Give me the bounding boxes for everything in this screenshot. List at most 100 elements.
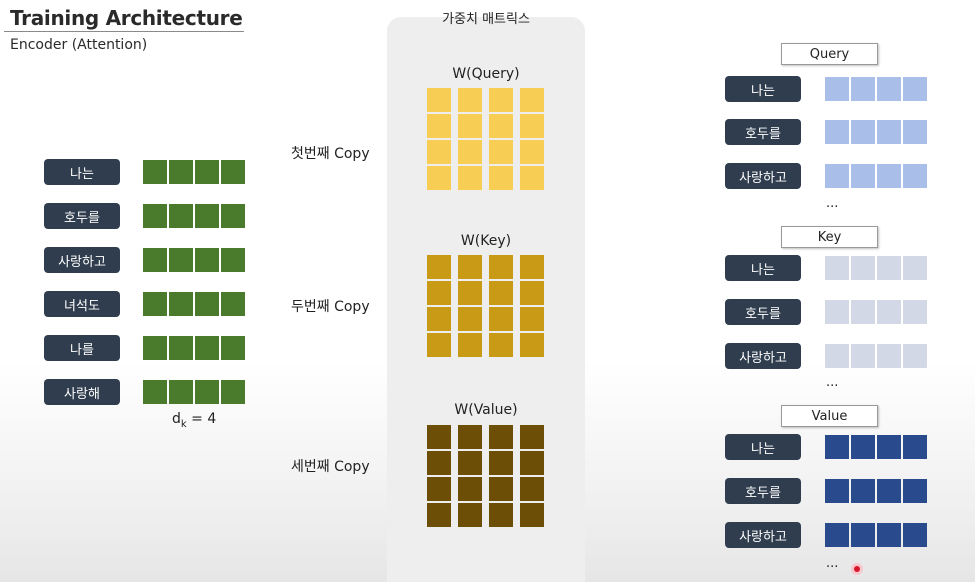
vector-cell	[851, 344, 875, 368]
query-vector	[825, 120, 927, 144]
value-vector	[825, 479, 927, 503]
matrix-cell	[520, 255, 544, 279]
matrix-cell	[520, 166, 544, 190]
matrix-cell	[458, 114, 482, 138]
matrix-cell	[489, 166, 513, 190]
vector-cell	[851, 120, 875, 144]
vector-cell	[825, 344, 849, 368]
vector-cell	[851, 256, 875, 280]
query-vector	[825, 164, 927, 188]
embedding-cell	[143, 160, 167, 184]
matrix-cell	[458, 477, 482, 501]
query-word-token: 호두를	[725, 119, 801, 145]
matrix-cell	[427, 114, 451, 138]
word-token: 나는	[44, 159, 120, 185]
vector-cell	[825, 523, 849, 547]
key-word-token: 사랑하고	[725, 343, 801, 369]
matrix-cell	[489, 503, 513, 527]
vector-cell	[903, 256, 927, 280]
matrix-cell	[520, 477, 544, 501]
vector-cell	[851, 164, 875, 188]
vector-cell	[903, 120, 927, 144]
embedding-cell	[169, 380, 193, 404]
vector-cell	[877, 344, 901, 368]
vector-cell	[877, 479, 901, 503]
word-embedding	[143, 380, 245, 404]
wvalue-matrix	[427, 425, 544, 527]
weight-matrix-title: 가중치 매트릭스	[442, 12, 530, 27]
matrix-cell	[427, 451, 451, 475]
matrix-cell	[427, 166, 451, 190]
embedding-cell	[169, 336, 193, 360]
matrix-cell	[458, 140, 482, 164]
matrix-cell	[489, 333, 513, 357]
query-label: Query	[781, 43, 878, 65]
vector-cell	[825, 164, 849, 188]
embedding-cell	[221, 380, 245, 404]
word-token: 호두를	[44, 203, 120, 229]
embedding-cell	[143, 248, 167, 272]
vector-cell	[825, 256, 849, 280]
matrix-cell	[489, 255, 513, 279]
embedding-cell	[195, 204, 219, 228]
dk-symbol: d	[172, 411, 181, 427]
matrix-cell	[489, 307, 513, 331]
vector-cell	[877, 523, 901, 547]
key-label: Key	[781, 226, 878, 248]
matrix-cell	[520, 281, 544, 305]
page-subtitle: Encoder (Attention)	[10, 37, 148, 53]
word-embedding	[143, 160, 245, 184]
page-title: Training Architecture	[10, 6, 243, 30]
value-word-token: 사랑하고	[725, 522, 801, 548]
matrix-cell	[427, 503, 451, 527]
wquery-label: W(Query)	[452, 66, 520, 82]
key-word-token: 나는	[725, 255, 801, 281]
matrix-cell	[427, 140, 451, 164]
dk-subscript: k	[180, 418, 187, 430]
matrix-cell	[458, 166, 482, 190]
matrix-cell	[427, 307, 451, 331]
embedding-cell	[195, 336, 219, 360]
embedding-cell	[195, 380, 219, 404]
query-vector	[825, 77, 927, 101]
matrix-cell	[458, 307, 482, 331]
matrix-cell	[427, 281, 451, 305]
embedding-cell	[169, 160, 193, 184]
word-token: 나를	[44, 335, 120, 361]
embedding-cell	[221, 336, 245, 360]
vector-cell	[903, 164, 927, 188]
vector-cell	[851, 479, 875, 503]
word-token: 사랑해	[44, 379, 120, 405]
wkey-label: W(Key)	[460, 233, 512, 249]
matrix-cell	[458, 451, 482, 475]
vector-cell	[903, 435, 927, 459]
embedding-cell	[169, 204, 193, 228]
vector-cell	[825, 120, 849, 144]
value-ellipsis: ...	[826, 556, 839, 571]
dimension-label: dk = 4	[172, 411, 216, 430]
vector-cell	[825, 479, 849, 503]
matrix-cell	[489, 140, 513, 164]
matrix-cell	[520, 88, 544, 112]
embedding-cell	[195, 292, 219, 316]
key-vector	[825, 344, 927, 368]
vector-cell	[877, 164, 901, 188]
query-word-token: 사랑하고	[725, 163, 801, 189]
matrix-cell	[520, 425, 544, 449]
vector-cell	[877, 256, 901, 280]
embedding-cell	[143, 380, 167, 404]
matrix-cell	[427, 255, 451, 279]
matrix-cell	[520, 451, 544, 475]
matrix-cell	[520, 503, 544, 527]
embedding-cell	[221, 248, 245, 272]
vector-cell	[903, 523, 927, 547]
matrix-cell	[489, 281, 513, 305]
matrix-cell	[489, 114, 513, 138]
key-ellipsis: ...	[826, 375, 839, 390]
matrix-cell	[458, 281, 482, 305]
word-embedding	[143, 204, 245, 228]
vector-cell	[851, 523, 875, 547]
matrix-cell	[489, 88, 513, 112]
wvalue-label: W(Value)	[454, 402, 518, 418]
embedding-cell	[143, 336, 167, 360]
